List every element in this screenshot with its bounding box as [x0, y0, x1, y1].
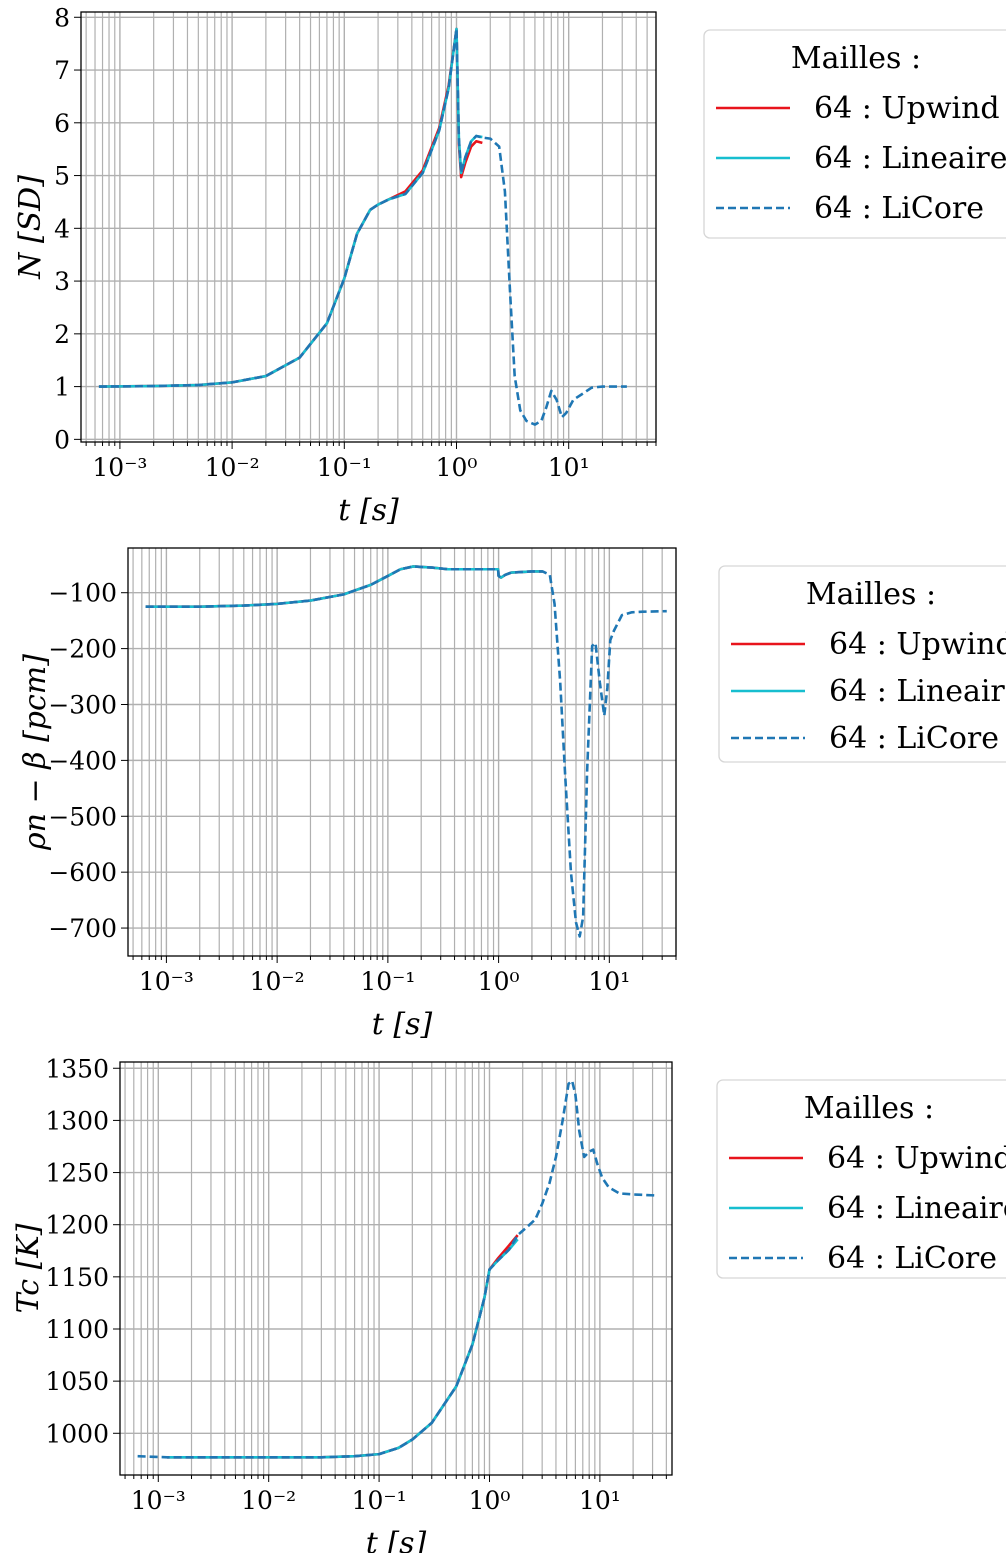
series-line-3	[145, 565, 667, 938]
x-tick-label: 10⁻³	[92, 453, 147, 482]
x-axis-label: t [s]	[366, 1526, 427, 1553]
y-tick-label: 2	[54, 320, 70, 349]
x-tick-label: 10¹	[588, 967, 630, 996]
legend-label-1: 64 : Upwind	[827, 1141, 1006, 1176]
legend-label-1: 64 : Upwind	[814, 91, 1000, 126]
x-tick-label: 10⁻³	[139, 967, 194, 996]
y-tick-label: 1250	[45, 1159, 109, 1188]
y-tick-label: 1200	[45, 1211, 109, 1240]
y-tick-label: −400	[48, 746, 117, 775]
x-tick-label: 10⁻¹	[317, 453, 372, 482]
chart-panel-2: 10⁻³ 10⁻² 10⁻¹ 10⁰ 10¹ −100 −200 −300 −400 −500 −6…	[18, 547, 1006, 1042]
y-tick-label: −200	[48, 635, 117, 664]
legend-title: Mailles :	[806, 577, 936, 612]
x-tick-label: 10⁰	[436, 453, 478, 482]
y-tick-label: 1150	[45, 1263, 109, 1292]
chart-panel-1: 10⁻³ 10⁻² 10⁻¹ 10⁰ 10¹ 0 1 2 3 4 5 6 7 8 t [s] N [SD] Ma…	[13, 3, 1006, 528]
x-axis-label: t [s]	[338, 493, 399, 528]
y-axis-label: ρn − β [pcm]	[18, 654, 53, 851]
y-tick-label: 3	[54, 267, 70, 296]
y-tick-label: 4	[54, 214, 70, 243]
legend-box	[718, 565, 1006, 763]
series-line-1	[98, 27, 483, 388]
y-tick-label: 8	[54, 3, 70, 32]
x-tick-label: 10⁰	[478, 967, 520, 996]
y-axis-label: Tc [K]	[11, 1223, 46, 1313]
y-tick-label: −500	[48, 802, 117, 831]
series-group	[145, 565, 667, 938]
x-tick-label: 10¹	[579, 1486, 621, 1515]
y-tick-label: 1300	[45, 1106, 109, 1135]
legend: Mailles : 64 : Upwind 64 : Lineaire 64 : Li…	[703, 29, 1006, 239]
x-tick-label: 10⁻²	[250, 967, 305, 996]
y-tick-label: −100	[48, 579, 117, 608]
y-tick-label: 1050	[45, 1367, 109, 1396]
series-line-3	[137, 1079, 658, 1459]
series-group	[137, 1079, 658, 1459]
series-line-3	[98, 27, 627, 426]
legend-label-2: 64 : Lineaire	[827, 1191, 1006, 1226]
series-line-2	[98, 27, 483, 388]
x-tick-label: 10¹	[548, 453, 590, 482]
x-tick-label: 10⁻¹	[360, 967, 415, 996]
y-tick-label: 1	[54, 373, 70, 402]
legend-box	[703, 29, 1006, 239]
legend-title: Mailles :	[791, 41, 921, 76]
legend-label-3: 64 : LiCore	[829, 721, 999, 756]
x-tick-label: 10⁻²	[241, 1486, 296, 1515]
legend-label-2: 64 : Lineaire	[829, 674, 1006, 709]
y-tick-label: 5	[54, 162, 70, 191]
y-tick-label: 7	[54, 56, 70, 85]
y-tick-label: −600	[48, 858, 117, 887]
legend-title: Mailles :	[804, 1091, 934, 1126]
legend-label-2: 64 : Lineaire	[814, 141, 1006, 176]
y-tick-label: 6	[54, 109, 70, 138]
y-tick-label: 0	[54, 425, 70, 454]
legend: Mailles : 64 : Upwind 64 : Lineaire 64 : Li…	[716, 1079, 1006, 1279]
y-tick-label: −300	[48, 690, 117, 719]
x-tick-label: 10⁻¹	[352, 1486, 407, 1515]
x-tick-label: 10⁻²	[205, 453, 260, 482]
legend-label-1: 64 : Upwind	[829, 627, 1006, 662]
y-tick-label: 1100	[45, 1315, 109, 1344]
plot-frame	[80, 11, 657, 443]
y-tick-label: 1000	[45, 1419, 109, 1448]
y-tick-label: 1350	[45, 1054, 109, 1083]
chart-panel-3: 10⁻³ 10⁻² 10⁻¹ 10⁰ 10¹ 1000 1050 1100 1150 1200 12…	[11, 1054, 1006, 1553]
plot-frame	[127, 547, 677, 957]
x-tick-label: 10⁰	[469, 1486, 511, 1515]
legend-label-3: 64 : LiCore	[827, 1241, 997, 1276]
series-group	[98, 27, 627, 426]
plot-frame	[119, 1061, 673, 1476]
x-axis-label: t [s]	[372, 1007, 433, 1042]
y-axis-label: N [SD]	[13, 175, 48, 280]
y-tick-label: −700	[48, 914, 117, 943]
grid	[121, 548, 677, 963]
legend-label-3: 64 : LiCore	[814, 191, 984, 226]
grid	[74, 12, 657, 449]
grid	[113, 1062, 672, 1482]
x-tick-label: 10⁻³	[131, 1486, 186, 1515]
legend-box	[716, 1079, 1006, 1279]
legend: Mailles : 64 : Upwind 64 : Lineaire 64 : Li…	[718, 565, 1006, 763]
